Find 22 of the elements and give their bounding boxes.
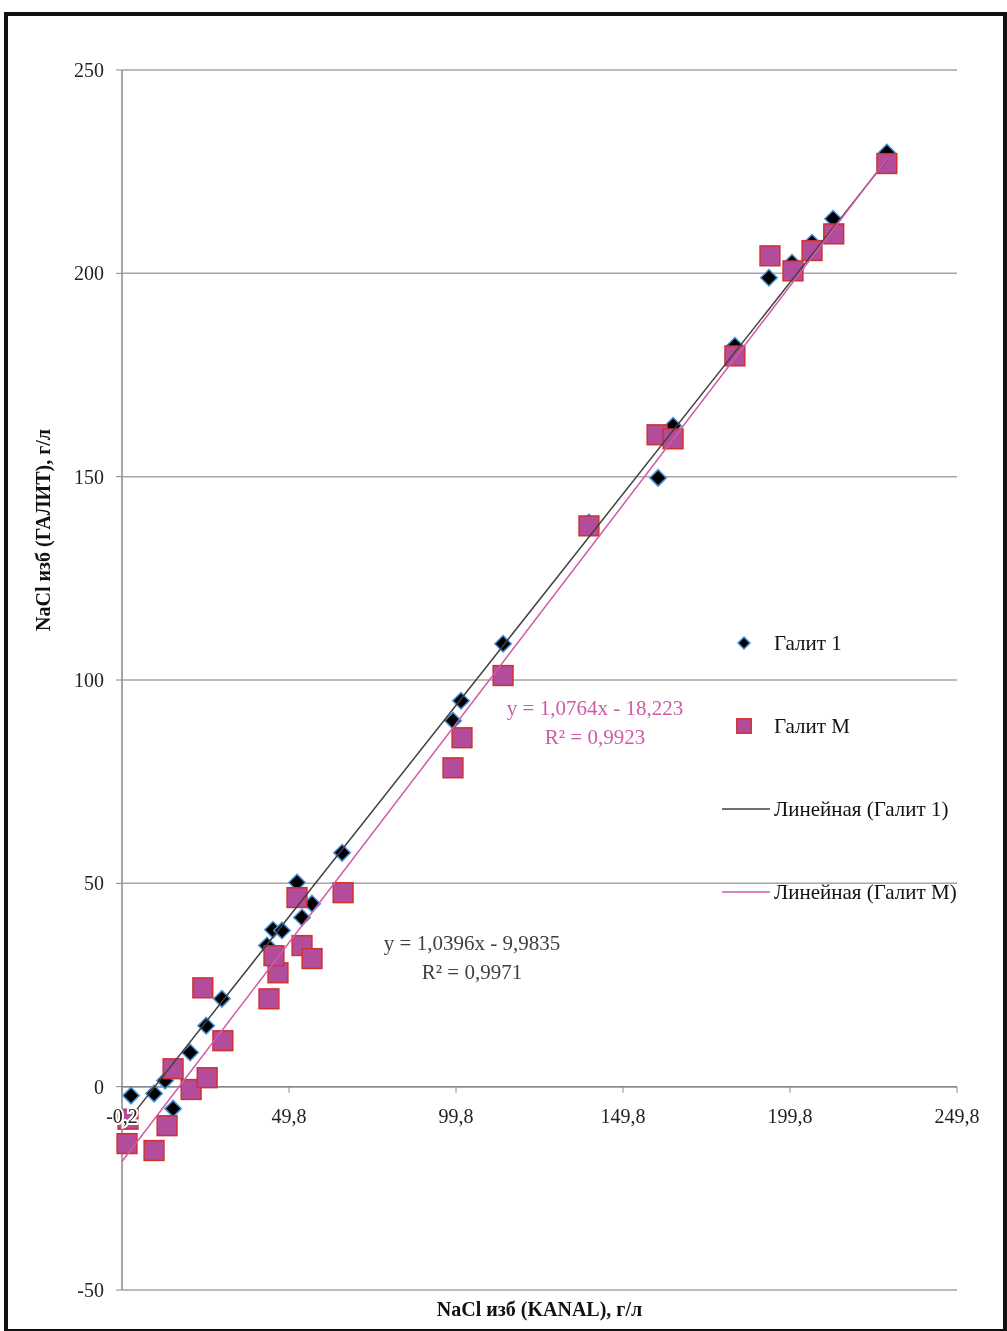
x-tick-label: 149,8: [600, 1104, 646, 1127]
x-axis-title: NaCl изб (KANAL), г/л: [436, 1298, 643, 1321]
y-tick-label: 0: [94, 1075, 104, 1098]
annotation: R² = 0,9923: [544, 725, 646, 750]
x-tick-label: 199,8: [767, 1104, 813, 1127]
legend-label: Линейная (Галит 1): [774, 797, 949, 822]
x-tick-label: 249,8: [934, 1104, 980, 1127]
legend-label: Линейная (Галит М): [774, 880, 957, 905]
y-axis-title: NaCl изб (ГАЛИТ), г/л: [32, 429, 55, 631]
x-tick-label: 49,8: [271, 1104, 307, 1127]
x-tick-label: 99,8: [438, 1104, 474, 1127]
y-tick-label: 100: [74, 669, 104, 691]
y-tick-label: 150: [74, 465, 104, 488]
y-tick-label: -50: [77, 1279, 104, 1301]
annotation: R² = 0,9971: [421, 960, 523, 985]
y-tick-label: 250: [74, 59, 104, 81]
y-tick-label: 50: [84, 872, 104, 895]
legend-label: Галит М: [774, 714, 851, 739]
y-tick-label: 200: [74, 262, 104, 285]
annotation: y = 1,0396x - 9,9835: [383, 931, 561, 956]
annotation: y = 1,0764x - 18,223: [506, 696, 684, 721]
legend-label: Галит 1: [774, 631, 842, 656]
